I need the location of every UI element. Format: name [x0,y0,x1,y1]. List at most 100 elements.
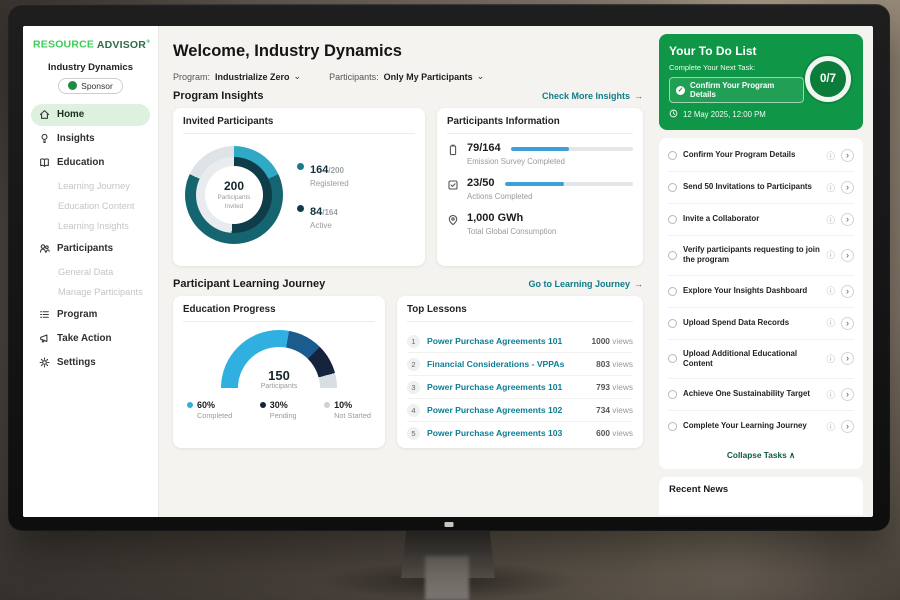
chevron-right-icon[interactable]: › [841,248,854,262]
donut-center: 200 Participants Invited [205,166,263,224]
chevron-right-icon[interactable]: › [841,149,854,162]
todo-progress-ring: 0/7 [805,56,851,102]
task-checkbox[interactable] [668,354,677,364]
sidebar-item-learning-journey[interactable]: Learning Journey [58,180,130,191]
gauge-center: 150 Participants [260,368,298,390]
task-checkbox[interactable] [668,422,677,432]
info-icon[interactable]: ⓘ [826,421,835,432]
sidebar-item-settings[interactable]: Settings [31,352,150,374]
learning-journey-header: Participant Learning Journey Go to Learn… [173,278,643,290]
monitor-bezel: RESOURCE ADVISOR+ Industry Dynamics Spon… [8,4,890,531]
task-row[interactable]: Explore Your Insights Dashboard ⓘ › [668,276,854,308]
task-row[interactable]: Upload Spend Data Records ⓘ › [668,308,854,340]
go-to-learning-journey-link[interactable]: Go to Learning Journey → [528,279,643,289]
task-row[interactable]: Verify participants requesting to join t… [668,236,854,276]
next-task-chip[interactable]: ✓ Confirm Your Program Details [669,77,804,103]
list-icon [38,309,50,321]
todo-panel: Your To Do List Complete Your Next Task:… [657,26,873,517]
task-row[interactable]: Complete Your Learning Journey ⓘ › [668,411,854,442]
lesson-link[interactable]: Power Purchase Agreements 102 [427,405,563,415]
lesson-rank: 5 [407,426,420,440]
location-pin-icon [447,213,459,226]
chevron-right-icon[interactable]: › [841,352,854,366]
sidebar-item-home[interactable]: Home [31,103,150,126]
task-checkbox[interactable] [668,390,677,400]
info-icon[interactable]: ⓘ [826,182,835,193]
info-icon[interactable]: ⓘ [826,318,835,329]
sidebar-item-manage-participants[interactable]: Manage Participants [58,286,143,297]
task-checkbox[interactable] [668,215,677,224]
participants-information-card: Participants Information 79/164 Emission… [437,108,643,266]
actions-completed-stat: 23/50 Actions Completed [447,177,633,201]
lesson-row: 2 Financial Considerations - VPPAs 803 v… [407,353,633,376]
task-row[interactable]: Confirm Your Program Details ⓘ › [668,140,854,172]
invited-participants-donut-chart: 200 Participants Invited [185,146,283,244]
participants-information-title: Participants Information [447,116,633,134]
sidebar-item-education-content[interactable]: Education Content [58,200,135,211]
info-icon[interactable]: ⓘ [826,389,835,400]
active-dot-icon [297,205,304,212]
info-icon[interactable]: ⓘ [826,286,835,297]
registered-dot-icon [297,163,304,170]
sidebar-item-learning-insights[interactable]: Learning Insights [58,220,129,231]
recent-news-header: Recent News [659,477,863,516]
chevron-right-icon[interactable]: › [841,181,854,194]
people-icon [38,243,50,255]
chevron-right-icon[interactable]: › [841,213,854,226]
lesson-row: 5 Power Purchase Agreements 103 600 view… [407,422,633,444]
task-row[interactable]: Upload Additional Educational Content ⓘ … [668,340,854,380]
main-content: Welcome, Industry Dynamics Program: Indu… [159,26,657,517]
education-progress-gauge-chart: 150 Participants [221,330,337,390]
program-filter-value: Industrialize Zero [215,71,290,82]
info-icon[interactable]: ⓘ [826,150,835,161]
legend-not-started: 10% Not Started [324,400,371,420]
todo-summary-card: Your To Do List Complete Your Next Task:… [659,34,863,130]
sidebar-item-insights[interactable]: Insights [31,128,150,150]
sidebar-item-program[interactable]: Program [31,304,150,326]
info-icon[interactable]: ⓘ [826,353,835,364]
check-more-insights-link[interactable]: Check More Insights → [541,91,643,101]
chevron-down-icon: ⌄ [293,71,302,81]
task-checkbox[interactable] [668,151,677,160]
sidebar-item-general-data[interactable]: General Data [58,266,114,277]
info-icon[interactable]: ⓘ [826,250,835,261]
org-name: Industry Dynamics [48,61,133,73]
lesson-views: 734 views [596,405,633,415]
gauge-legend: 60% Completed 30% Pending 10% Not Starte… [183,390,375,420]
participants-filter[interactable]: Participants: Only My Participants ⌄ [329,71,484,82]
legend-pending: 30% Pending [259,400,297,420]
monitor-logo [444,522,454,527]
megaphone-icon [38,333,50,345]
task-row[interactable]: Invite a Collaborator ⓘ › [668,204,854,236]
participants-filter-value: Only My Participants [383,71,473,82]
task-checkbox[interactable] [668,286,677,296]
lesson-link[interactable]: Power Purchase Agreements 103 [427,428,563,438]
sidebar-item-participants[interactable]: Participants [31,238,150,260]
emission-survey-progress-bar [510,147,633,151]
task-checkbox[interactable] [668,250,677,260]
lesson-link[interactable]: Financial Considerations - VPPAs [427,359,565,369]
chevron-right-icon[interactable]: › [841,420,854,434]
chevron-right-icon[interactable]: › [841,388,854,402]
program-filter[interactable]: Program: Industrialize Zero ⌄ [173,71,301,82]
collapse-tasks-button[interactable]: Collapse Tasks ∧ [726,450,796,461]
actions-completed-progress-bar [504,182,633,186]
todo-due-date: 12 May 2025, 12:00 PM [669,109,853,120]
sidebar-item-take-action[interactable]: Take Action [31,328,150,350]
program-insights-header: Program Insights Check More Insights → [173,90,643,102]
check-icon: ✓ [676,85,685,95]
task-row[interactable]: Send 50 Invitations to Participants ⓘ › [668,172,854,204]
task-row[interactable]: Achieve One Sustainability Target ⓘ › [668,379,854,412]
chevron-right-icon[interactable]: › [841,284,854,298]
info-icon[interactable]: ⓘ [826,214,835,225]
task-checkbox[interactable] [668,318,677,328]
sponsor-icon [68,81,78,90]
sponsor-badge[interactable]: Sponsor [58,77,123,94]
app-logo: RESOURCE ADVISOR+ [31,36,150,60]
lesson-link[interactable]: Power Purchase Agreements 101 [427,336,563,346]
task-checkbox[interactable] [668,183,677,192]
chevron-right-icon[interactable]: › [841,316,854,330]
lesson-link[interactable]: Power Purchase Agreements 101 [427,382,563,392]
sidebar-item-education[interactable]: Education [31,152,150,174]
education-progress-title: Education Progress [183,304,375,322]
